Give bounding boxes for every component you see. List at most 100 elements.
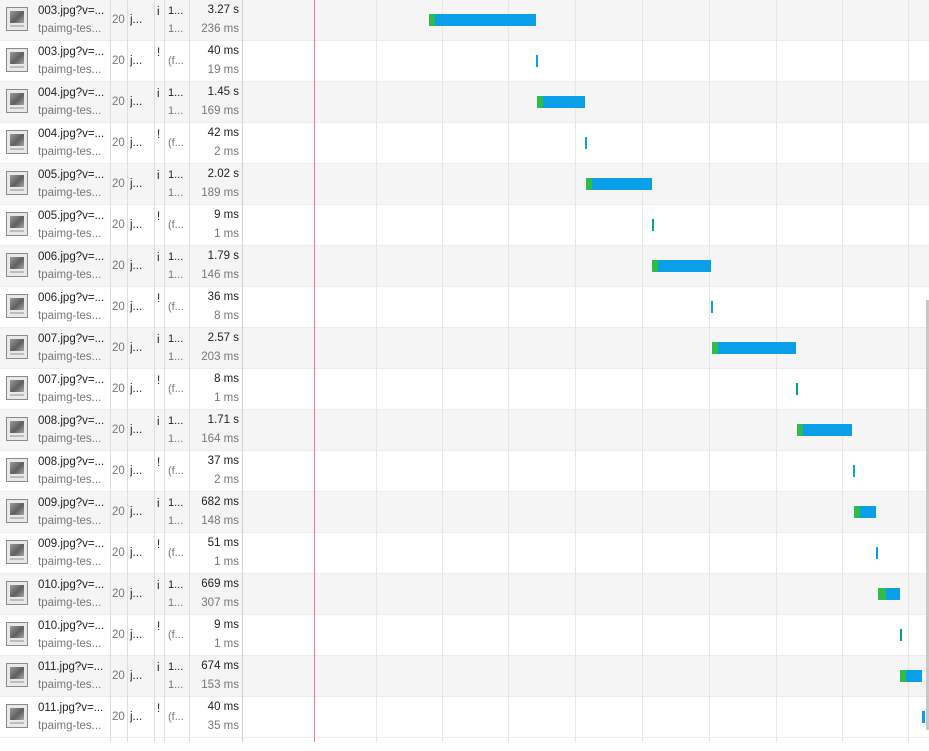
request-row[interactable]: 004.jpg?v=... tpaimg-tes... 20 j...! (f... 42…: [0, 123, 929, 164]
time-cell: 8 ms 1 ms: [190, 369, 239, 409]
request-row[interactable]: 009.jpg?v=... tpaimg-tes... 20 j... i 1... 1..…: [0, 492, 929, 533]
size-transferred: 1...: [168, 5, 184, 17]
waterfall-bar[interactable]: [535, 55, 539, 67]
name-cell: 004.jpg?v=... tpaimg-tes...: [38, 82, 110, 122]
initiator-cell[interactable]: i: [157, 252, 160, 264]
type-cell: j...: [130, 342, 143, 354]
time-latency: 169 ms: [201, 105, 239, 117]
time-cell: 2.02 s 189 ms: [190, 164, 239, 204]
file-domain: tpaimg-tes...: [38, 310, 102, 322]
waterfall-bar[interactable]: [586, 178, 653, 190]
name-cell: 006.jpg?v=... tpaimg-tes...: [38, 287, 110, 327]
type-cell: j...: [130, 137, 143, 149]
request-row[interactable]: 007.jpg?v=... tpaimg-tes... 20 j...! (f... 8 …: [0, 369, 929, 410]
image-thumbnail-icon: [6, 581, 28, 605]
column-divider[interactable]: [189, 0, 190, 742]
initiator-cell[interactable]: !: [157, 211, 161, 223]
request-row[interactable]: 005.jpg?v=... tpaimg-tes... 20 j... i 1... 1..…: [0, 164, 929, 205]
size-cell: 1... 1...: [166, 410, 188, 450]
initiator-cell[interactable]: !: [157, 539, 161, 551]
time-cell: 2.57 s 203 ms: [190, 328, 239, 368]
waterfall-bar[interactable]: [796, 383, 799, 395]
waterfall-bar[interactable]: [652, 260, 711, 272]
waterfall-bar[interactable]: [853, 506, 877, 518]
cached-segment: [652, 219, 655, 231]
time-total: 40 ms: [207, 701, 239, 713]
cached-segment: [922, 711, 925, 723]
vertical-scrollbar[interactable]: [926, 300, 929, 730]
column-divider[interactable]: [154, 0, 155, 742]
initiator-cell[interactable]: !: [157, 621, 161, 633]
column-divider[interactable]: [127, 0, 128, 742]
initiator-cell[interactable]: !: [157, 457, 161, 469]
size-from-cache: (f...: [168, 547, 184, 559]
waterfall-bar[interactable]: [899, 629, 903, 641]
initiator-cell[interactable]: i: [157, 580, 160, 592]
waterfall-bar[interactable]: [878, 588, 900, 600]
initiator-cell[interactable]: i: [157, 334, 160, 346]
waiting-segment: [429, 14, 436, 26]
request-row[interactable]: 005.jpg?v=... tpaimg-tes... 20 j...! (f... 9 …: [0, 205, 929, 246]
initiator-cell[interactable]: !: [157, 293, 161, 305]
request-row[interactable]: 011.jpg?v=... tpaimg-tes... 20 j... i 1... 1..…: [0, 656, 929, 697]
timeline-gridline: [376, 0, 377, 742]
name-cell: 004.jpg?v=... tpaimg-tes...: [38, 123, 110, 163]
waterfall-divider[interactable]: [242, 0, 243, 742]
waterfall-bar[interactable]: [584, 137, 587, 149]
request-row[interactable]: 008.jpg?v=... tpaimg-tes... 20 j... i 1... 1..…: [0, 410, 929, 451]
initiator-cell[interactable]: !: [157, 375, 161, 387]
initiator-cell[interactable]: !: [157, 703, 161, 715]
image-thumbnail-icon: [6, 704, 28, 728]
initiator-cell[interactable]: !: [157, 129, 161, 141]
request-row[interactable]: 003.jpg?v=... tpaimg-tes... 20 j...! (f... 40…: [0, 41, 929, 82]
receiving-segment: [543, 96, 585, 108]
size-transferred: 1...: [168, 497, 184, 509]
request-row[interactable]: 006.jpg?v=... tpaimg-tes... 20 j... i 1... 1..…: [0, 246, 929, 287]
request-row[interactable]: 011.jpg?v=... tpaimg-tes... 20 j...! (f... 40…: [0, 697, 929, 738]
request-row[interactable]: 008.jpg?v=... tpaimg-tes... 20 j...! (f... 37…: [0, 451, 929, 492]
initiator-cell[interactable]: i: [157, 170, 160, 182]
size-content: 1...: [168, 351, 184, 363]
initiator-cell[interactable]: i: [157, 498, 160, 510]
time-latency: 153 ms: [201, 679, 239, 691]
image-thumbnail-icon: [6, 253, 28, 277]
request-row[interactable]: 009.jpg?v=... tpaimg-tes... 20 j...! (f... 51…: [0, 533, 929, 574]
time-total: 51 ms: [207, 537, 239, 549]
file-domain: tpaimg-tes...: [38, 515, 102, 527]
size-cell: 1... 1...: [166, 492, 188, 532]
type-cell: j...: [130, 670, 143, 682]
file-domain: tpaimg-tes...: [38, 269, 102, 281]
column-divider[interactable]: [164, 0, 165, 742]
initiator-cell[interactable]: i: [157, 88, 160, 100]
initiator-cell[interactable]: i: [157, 662, 160, 674]
size-cell: (f...: [166, 451, 188, 491]
waterfall-bar[interactable]: [876, 547, 879, 559]
time-cell: 9 ms 1 ms: [190, 205, 239, 245]
request-row[interactable]: 006.jpg?v=... tpaimg-tes... 20 j...! (f... 36…: [0, 287, 929, 328]
size-cell: 1... 1...: [166, 328, 188, 368]
waterfall-bar[interactable]: [652, 219, 655, 231]
waterfall-bar[interactable]: [922, 711, 925, 723]
status-cell: 20: [112, 547, 125, 559]
type-cell: j...: [130, 301, 143, 313]
type-cell: j...: [130, 178, 143, 190]
request-row[interactable]: 004.jpg?v=... tpaimg-tes... 20 j... i 1... 1..…: [0, 82, 929, 123]
waterfall-bar[interactable]: [900, 670, 923, 682]
file-name: 003.jpg?v=...: [38, 46, 105, 58]
initiator-cell[interactable]: i: [157, 416, 160, 428]
waterfall-bar[interactable]: [710, 301, 714, 313]
waterfall-bar[interactable]: [712, 342, 797, 354]
request-row[interactable]: 010.jpg?v=... tpaimg-tes... 20 j...! (f... 9 …: [0, 615, 929, 656]
waterfall-bar[interactable]: [852, 465, 855, 477]
status-cell: 20: [112, 96, 125, 108]
waterfall-bar[interactable]: [429, 14, 536, 26]
column-divider[interactable]: [110, 0, 111, 742]
file-name: 009.jpg?v=...: [38, 538, 105, 550]
initiator-cell[interactable]: !: [157, 47, 161, 59]
timeline-gridline: [642, 0, 643, 742]
request-row[interactable]: 010.jpg?v=... tpaimg-tes... 20 j... i 1... 1..…: [0, 574, 929, 615]
initiator-cell[interactable]: i: [157, 6, 160, 18]
waterfall-bar[interactable]: [537, 96, 585, 108]
waterfall-bar[interactable]: [796, 424, 853, 436]
